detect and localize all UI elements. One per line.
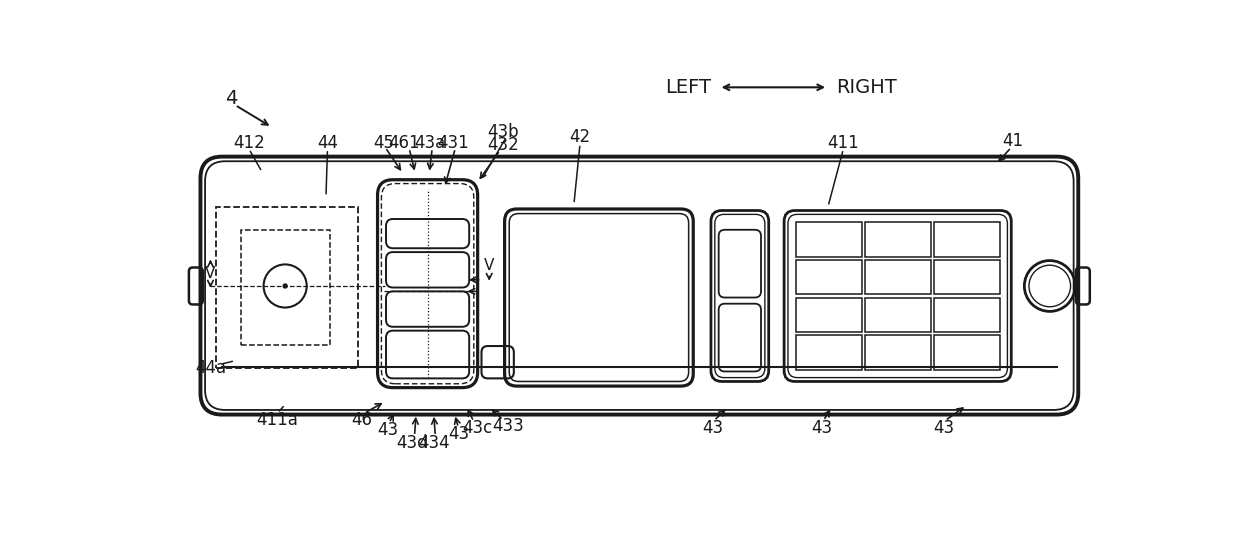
Text: 433: 433: [492, 417, 525, 435]
Bar: [934, 260, 999, 294]
Bar: [934, 298, 999, 332]
Text: 41: 41: [1002, 132, 1023, 150]
Bar: [796, 260, 862, 294]
Text: 461: 461: [388, 134, 420, 152]
Text: 411a: 411a: [257, 411, 299, 429]
Text: 43: 43: [702, 419, 723, 437]
Text: V: V: [206, 266, 216, 281]
Text: LEFT: LEFT: [665, 78, 711, 97]
Text: 431: 431: [438, 134, 469, 152]
Text: 43: 43: [448, 425, 469, 443]
Bar: [864, 298, 931, 332]
Bar: [864, 335, 931, 370]
Text: 43b: 43b: [487, 123, 518, 141]
Text: 44: 44: [317, 134, 339, 152]
Text: 4: 4: [226, 89, 237, 109]
Bar: [934, 222, 999, 256]
Text: 411: 411: [827, 134, 859, 152]
Bar: [864, 222, 931, 256]
Text: 43: 43: [811, 419, 832, 437]
Bar: [864, 260, 931, 294]
Text: 43a: 43a: [414, 134, 445, 152]
Text: 46: 46: [352, 411, 373, 429]
Text: 434: 434: [418, 434, 450, 452]
Text: V: V: [484, 259, 495, 273]
Text: 43c: 43c: [463, 419, 492, 437]
Text: 412: 412: [233, 134, 265, 152]
Text: 42: 42: [569, 128, 590, 146]
Bar: [796, 298, 862, 332]
Text: 43: 43: [932, 419, 954, 437]
Text: 44a: 44a: [195, 359, 226, 378]
Text: 432: 432: [487, 136, 518, 154]
Bar: [216, 207, 358, 368]
Bar: [934, 335, 999, 370]
Bar: [796, 222, 862, 256]
Circle shape: [283, 283, 288, 289]
Text: RIGHT: RIGHT: [836, 78, 897, 97]
Bar: [796, 335, 862, 370]
Text: 43: 43: [377, 421, 398, 439]
Text: 45: 45: [373, 134, 394, 152]
Bar: [242, 230, 330, 345]
Text: 43d: 43d: [397, 434, 428, 452]
